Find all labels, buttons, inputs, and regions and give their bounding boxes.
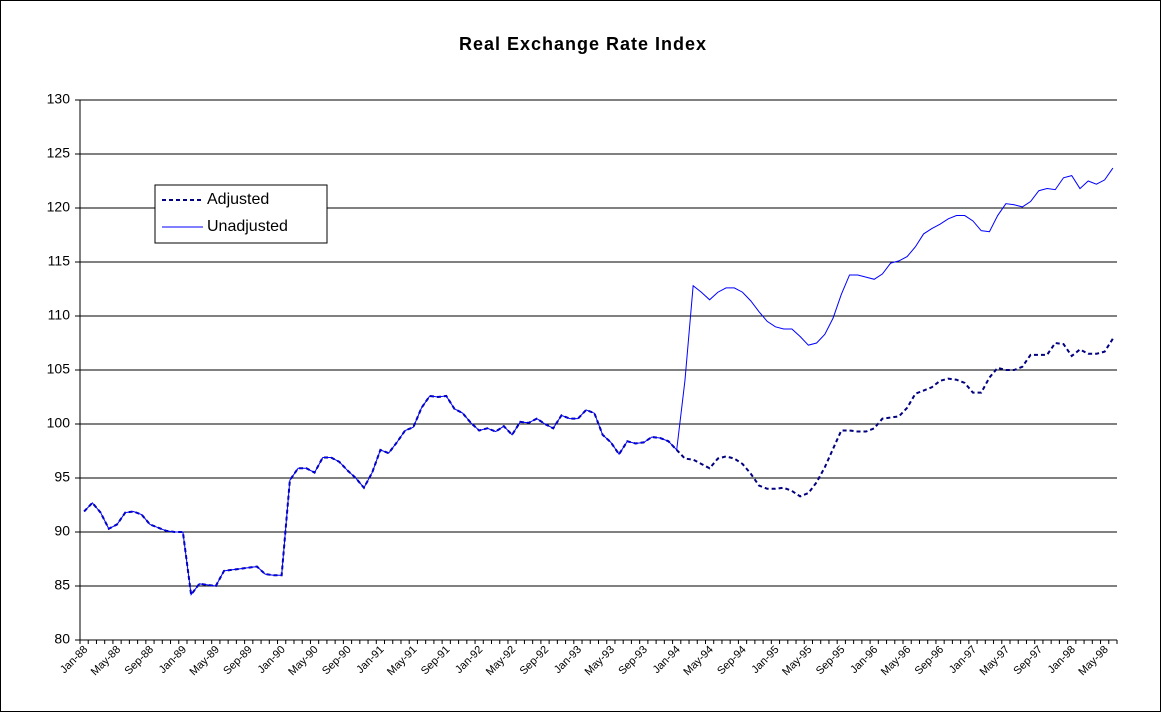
chart-title: Real Exchange Rate Index [459, 34, 707, 54]
y-tick-label: 95 [54, 469, 70, 485]
y-tick-label: 90 [54, 523, 70, 539]
legend: Adjusted Unadjusted [154, 184, 328, 244]
y-tick-label: 130 [47, 91, 71, 107]
y-tick-label: 100 [47, 415, 71, 431]
y-tick-label: 115 [48, 253, 71, 269]
y-tick-label: 120 [47, 199, 71, 215]
y-tick-label: 85 [54, 577, 70, 593]
series-line [83, 167, 1114, 596]
y-tick-label: 110 [48, 307, 71, 323]
y-tick-label: 105 [47, 361, 71, 377]
legend-label: Unadjusted [207, 218, 288, 235]
y-tick-label: 80 [54, 631, 70, 647]
legend-box [154, 184, 328, 244]
y-tick-label: 125 [47, 145, 71, 161]
legend-label: Adjusted [207, 191, 269, 208]
